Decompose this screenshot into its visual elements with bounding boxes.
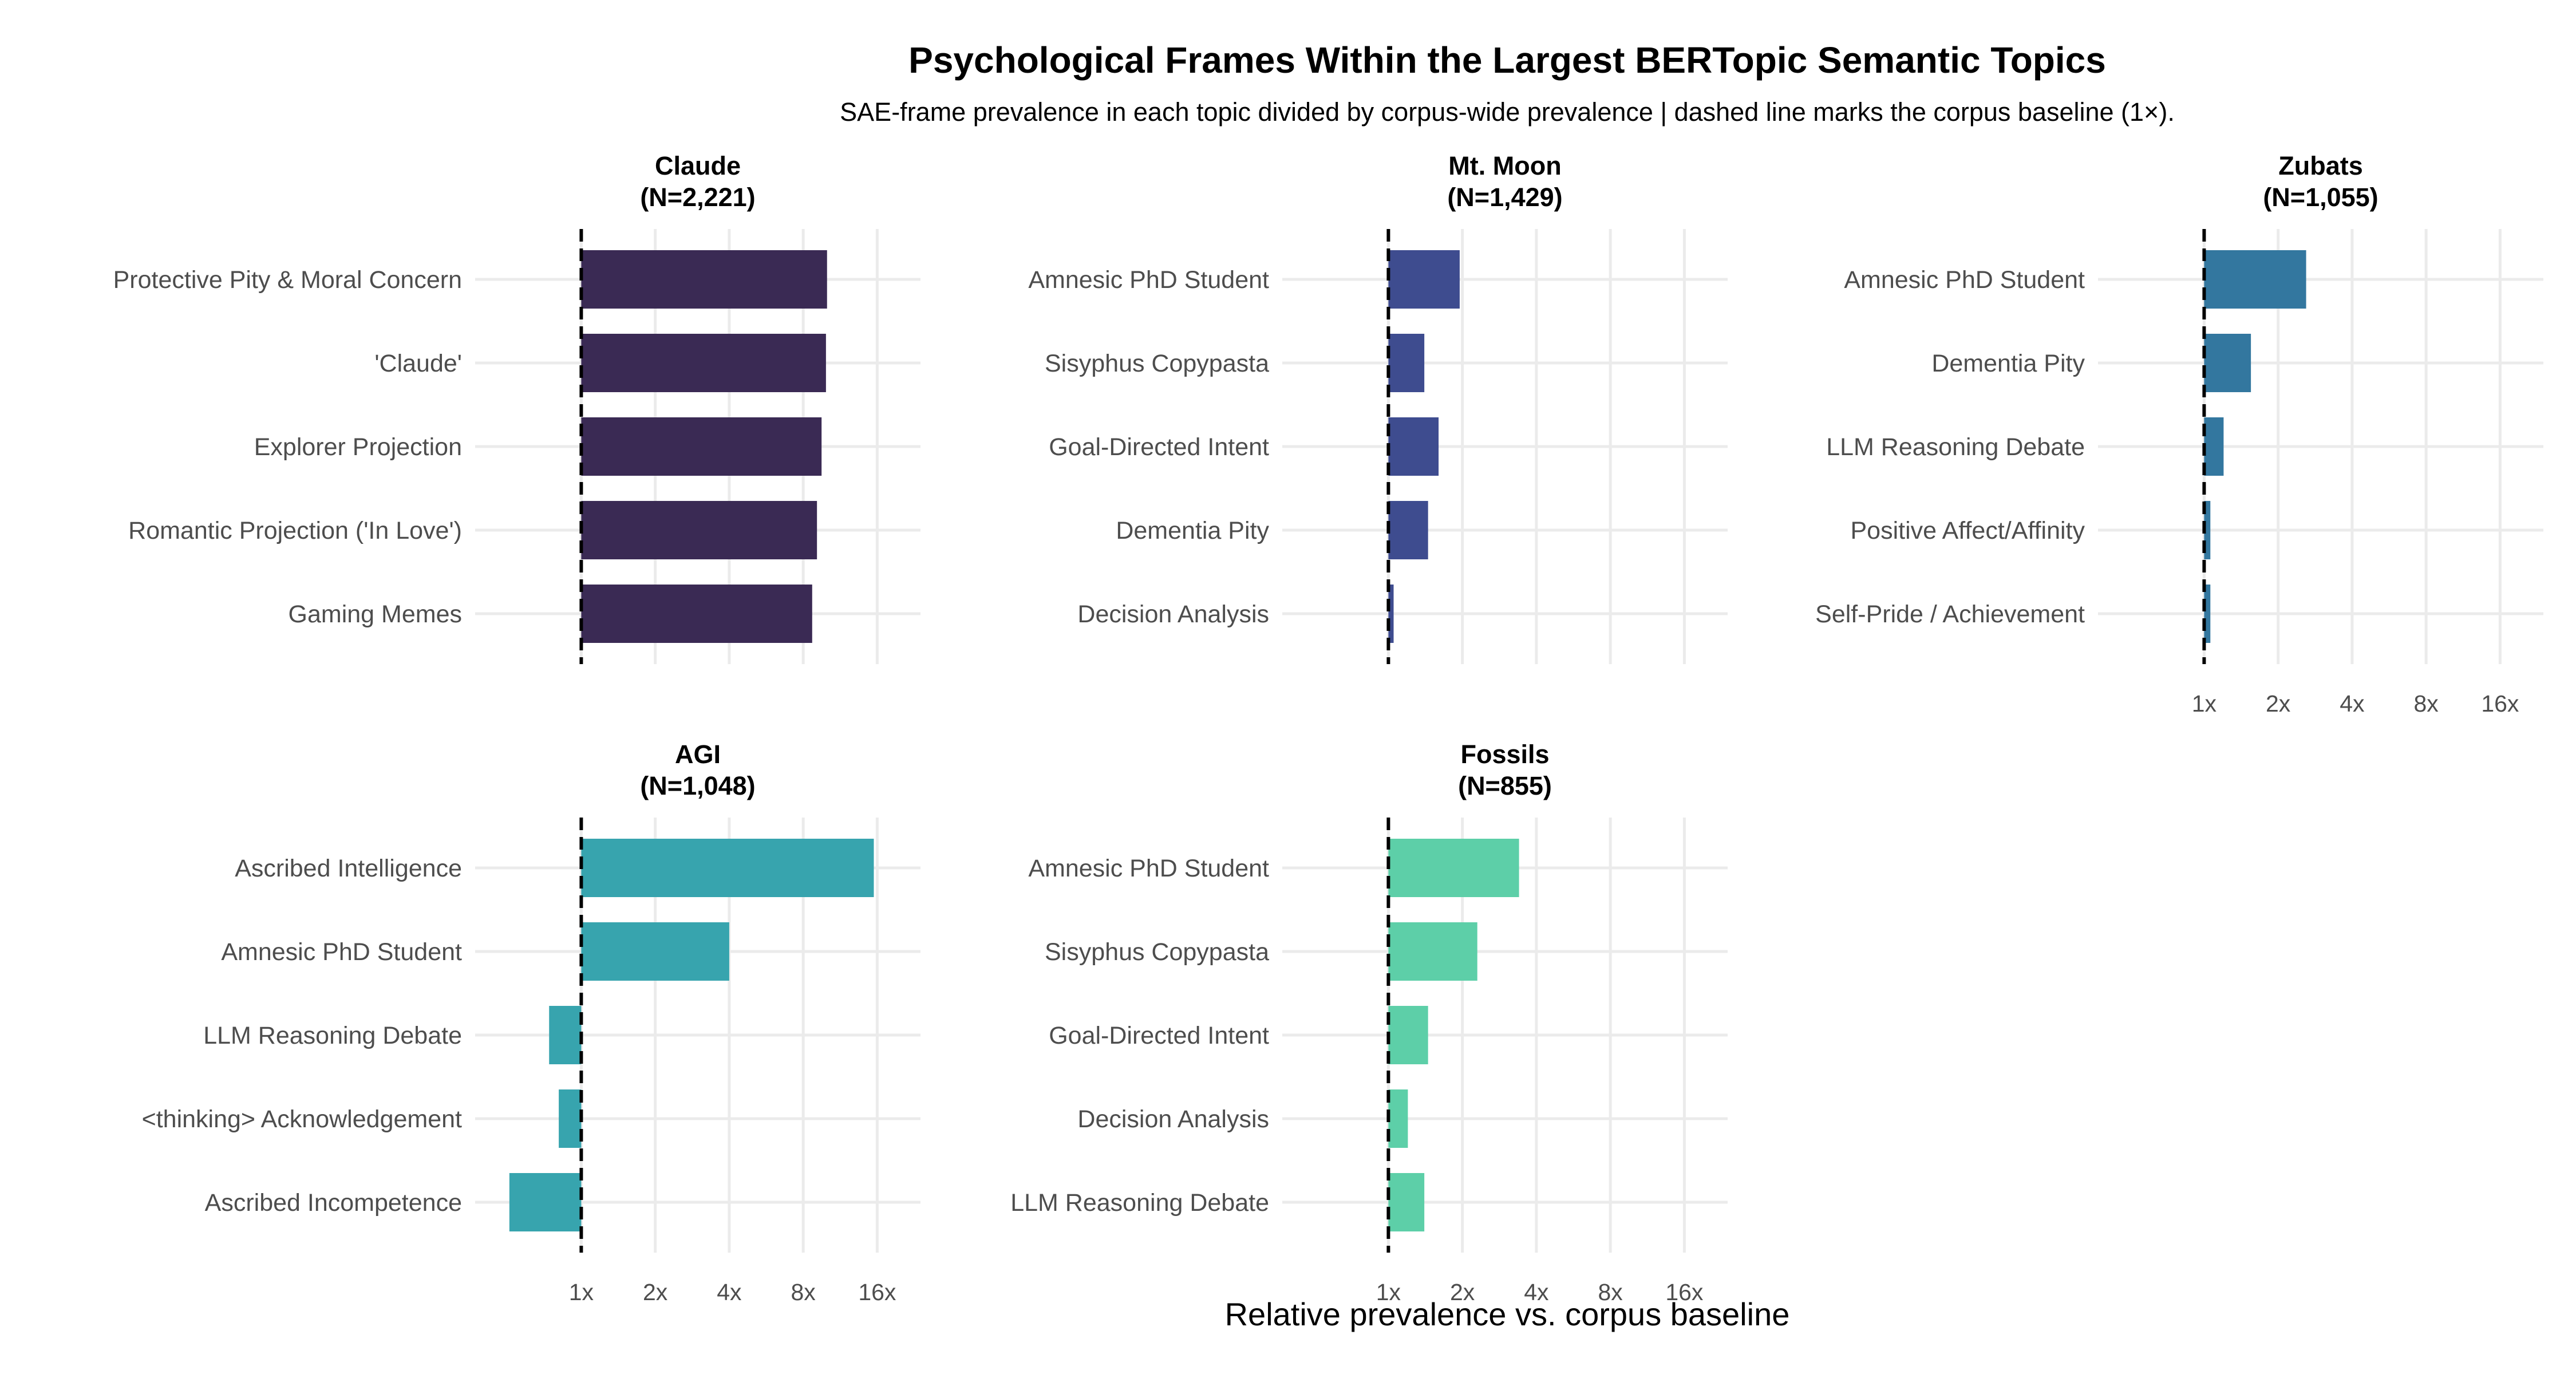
panel-title: AGI xyxy=(675,740,721,769)
bar xyxy=(509,1173,582,1231)
x-tick-label: 4x xyxy=(2340,690,2365,717)
category-label: Amnesic PhD Student xyxy=(1844,266,2085,294)
category-label: Protective Pity & Moral Concern xyxy=(113,266,462,294)
category-label: Sisyphus Copypasta xyxy=(1045,938,1269,966)
bar xyxy=(2204,334,2251,392)
bar xyxy=(549,1006,582,1064)
x-tick-label: 16x xyxy=(858,1279,896,1305)
category-label: Amnesic PhD Student xyxy=(1028,266,1269,294)
category-label: LLM Reasoning Debate xyxy=(203,1022,462,1049)
x-tick-label: 1x xyxy=(1376,1279,1401,1305)
panel-n-label: (N=2,221) xyxy=(640,183,755,212)
bar xyxy=(1388,1173,1425,1231)
bar xyxy=(1388,1006,1428,1064)
bar xyxy=(1388,417,1439,476)
category-label: Ascribed Incompetence xyxy=(205,1189,462,1217)
facet-panel-agi: AGI(N=1,048) Ascribed Intelligence Amnesic… xyxy=(142,740,920,1305)
facet-panel-fossils: Fossils(N=855) Amnesic PhD Student Sisyphu… xyxy=(1010,740,1728,1305)
bar xyxy=(1388,501,1428,559)
bar xyxy=(1388,922,1477,981)
x-tick-label: 1x xyxy=(569,1279,594,1305)
category-label: <thinking> Acknowledgement xyxy=(142,1105,462,1133)
x-tick-label: 8x xyxy=(791,1279,816,1305)
category-label: Amnesic PhD Student xyxy=(1028,855,1269,882)
bar xyxy=(1388,1089,1408,1148)
bar xyxy=(1388,839,1519,897)
bar xyxy=(581,334,826,392)
panel-title: Fossils xyxy=(1460,740,1549,769)
panel-n-label: (N=855) xyxy=(1458,771,1552,800)
category-label: Dementia Pity xyxy=(1931,350,2085,377)
category-label: Gaming Memes xyxy=(289,601,462,628)
panel-n-label: (N=1,429) xyxy=(1447,183,1562,212)
x-tick-label: 2x xyxy=(2266,690,2291,717)
bar xyxy=(1388,250,1460,309)
bar xyxy=(1388,585,1394,643)
x-tick-label: 8x xyxy=(1598,1279,1623,1305)
x-tick-label: 16x xyxy=(1665,1279,1704,1305)
category-label: Decision Analysis xyxy=(1077,601,1269,628)
panel-title: Mt. Moon xyxy=(1448,151,1561,180)
facet-panel-zubats: Zubats (N=1,055) Amnesic PhD Student Dement… xyxy=(1815,151,2543,717)
x-tick-label: 1x xyxy=(2192,690,2217,717)
category-label: Sisyphus Copypasta xyxy=(1045,350,1269,377)
chart-title: Psychological Frames Within the Largest … xyxy=(908,40,2106,81)
panel-n-label: (N=1,055) xyxy=(2263,183,2378,212)
x-tick-label: 2x xyxy=(1450,1279,1475,1305)
x-axis-label: Relative prevalence vs. corpus baseline xyxy=(1225,1296,1790,1332)
bar xyxy=(581,839,874,897)
bar xyxy=(581,922,729,981)
bar xyxy=(1388,334,1425,392)
category-label: Goal-Directed Intent xyxy=(1049,433,1269,461)
category-label: LLM Reasoning Debate xyxy=(1826,433,2085,461)
bar xyxy=(2204,250,2306,309)
facet-panel-claude: Claude (N=2,221) Protective Pity & Moral C… xyxy=(113,151,920,664)
category-label: LLM Reasoning Debate xyxy=(1010,1189,1269,1217)
panel-n-label: (N=1,048) xyxy=(640,771,755,800)
category-label: 'Claude' xyxy=(374,350,462,377)
facet-panels: Claude (N=2,221) Protective Pity & Moral C… xyxy=(113,151,2543,1305)
bar xyxy=(2204,417,2224,476)
x-tick-label: 2x xyxy=(643,1279,668,1305)
category-label: Decision Analysis xyxy=(1077,1105,1269,1133)
category-label: Dementia Pity xyxy=(1116,517,1269,544)
bar xyxy=(581,501,817,559)
category-label: Ascribed Intelligence xyxy=(235,855,462,882)
x-tick-label: 8x xyxy=(2413,690,2439,717)
category-label: Amnesic PhD Student xyxy=(221,938,462,966)
category-label: Self-Pride / Achievement xyxy=(1815,601,2085,628)
category-label: Romantic Projection ('In Love') xyxy=(128,517,462,544)
bar xyxy=(581,585,812,643)
x-tick-label: 4x xyxy=(717,1279,742,1305)
chart-subtitle: SAE-frame prevalence in each topic divid… xyxy=(840,97,2175,127)
bar xyxy=(2204,501,2211,559)
bar xyxy=(559,1089,582,1148)
bar xyxy=(581,417,822,476)
category-label: Goal-Directed Intent xyxy=(1049,1022,1269,1049)
bar xyxy=(581,250,827,309)
panel-title: Zubats xyxy=(2278,151,2363,180)
facet-panel-mt-moon: Mt. Moon (N=1,429) Amnesic PhD Student Sisy… xyxy=(1028,151,1728,664)
bar xyxy=(2204,585,2211,643)
panel-title: Claude xyxy=(655,151,741,180)
category-label: Positive Affect/Affinity xyxy=(1850,517,2085,544)
x-tick-label: 16x xyxy=(2481,690,2519,717)
x-tick-label: 4x xyxy=(1524,1279,1549,1305)
category-label: Explorer Projection xyxy=(254,433,462,461)
